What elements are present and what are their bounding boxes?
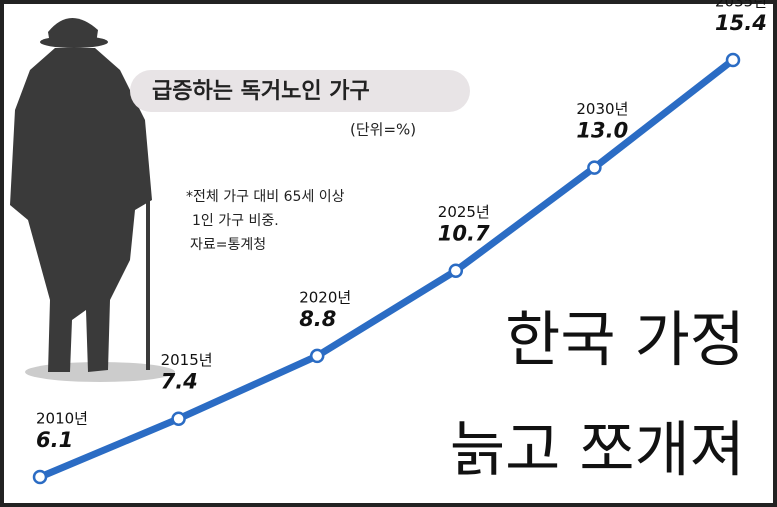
data-point bbox=[32, 469, 48, 485]
category-label: 2010년 bbox=[36, 410, 88, 428]
value-label: 15.4 bbox=[715, 11, 767, 35]
category-label: 2030년 bbox=[576, 100, 628, 118]
note: *전체 가구 대비 65세 이상 bbox=[186, 189, 345, 205]
category-label: 2035년 bbox=[715, 0, 767, 11]
category-label: 2015년 bbox=[161, 351, 213, 369]
unit-label: (단위=%) bbox=[350, 121, 416, 139]
data-point bbox=[587, 160, 602, 175]
value-label: 7.4 bbox=[161, 370, 198, 394]
data-point bbox=[725, 52, 741, 68]
value-label: 8.8 bbox=[299, 307, 336, 331]
category-label: 2020년 bbox=[299, 288, 351, 306]
title-box bbox=[130, 70, 470, 112]
headline: 한국 가정 bbox=[505, 306, 745, 376]
value-label: 10.7 bbox=[438, 222, 490, 246]
chart-title: 급증하는 독거노인 가구 bbox=[152, 79, 370, 104]
note: 자료=통계청 bbox=[190, 237, 266, 253]
value-label: 13.0 bbox=[576, 119, 628, 143]
headline: 늙고 쪼개져 bbox=[450, 416, 745, 486]
category-label: 2025년 bbox=[438, 203, 490, 221]
data-point bbox=[448, 263, 464, 278]
value-label: 6.1 bbox=[36, 428, 73, 452]
note: 1인 가구 비중. bbox=[192, 213, 279, 229]
data-point bbox=[171, 411, 186, 426]
data-line bbox=[38, 57, 736, 481]
data-point bbox=[309, 348, 325, 364]
figure-illustration bbox=[10, 17, 175, 382]
